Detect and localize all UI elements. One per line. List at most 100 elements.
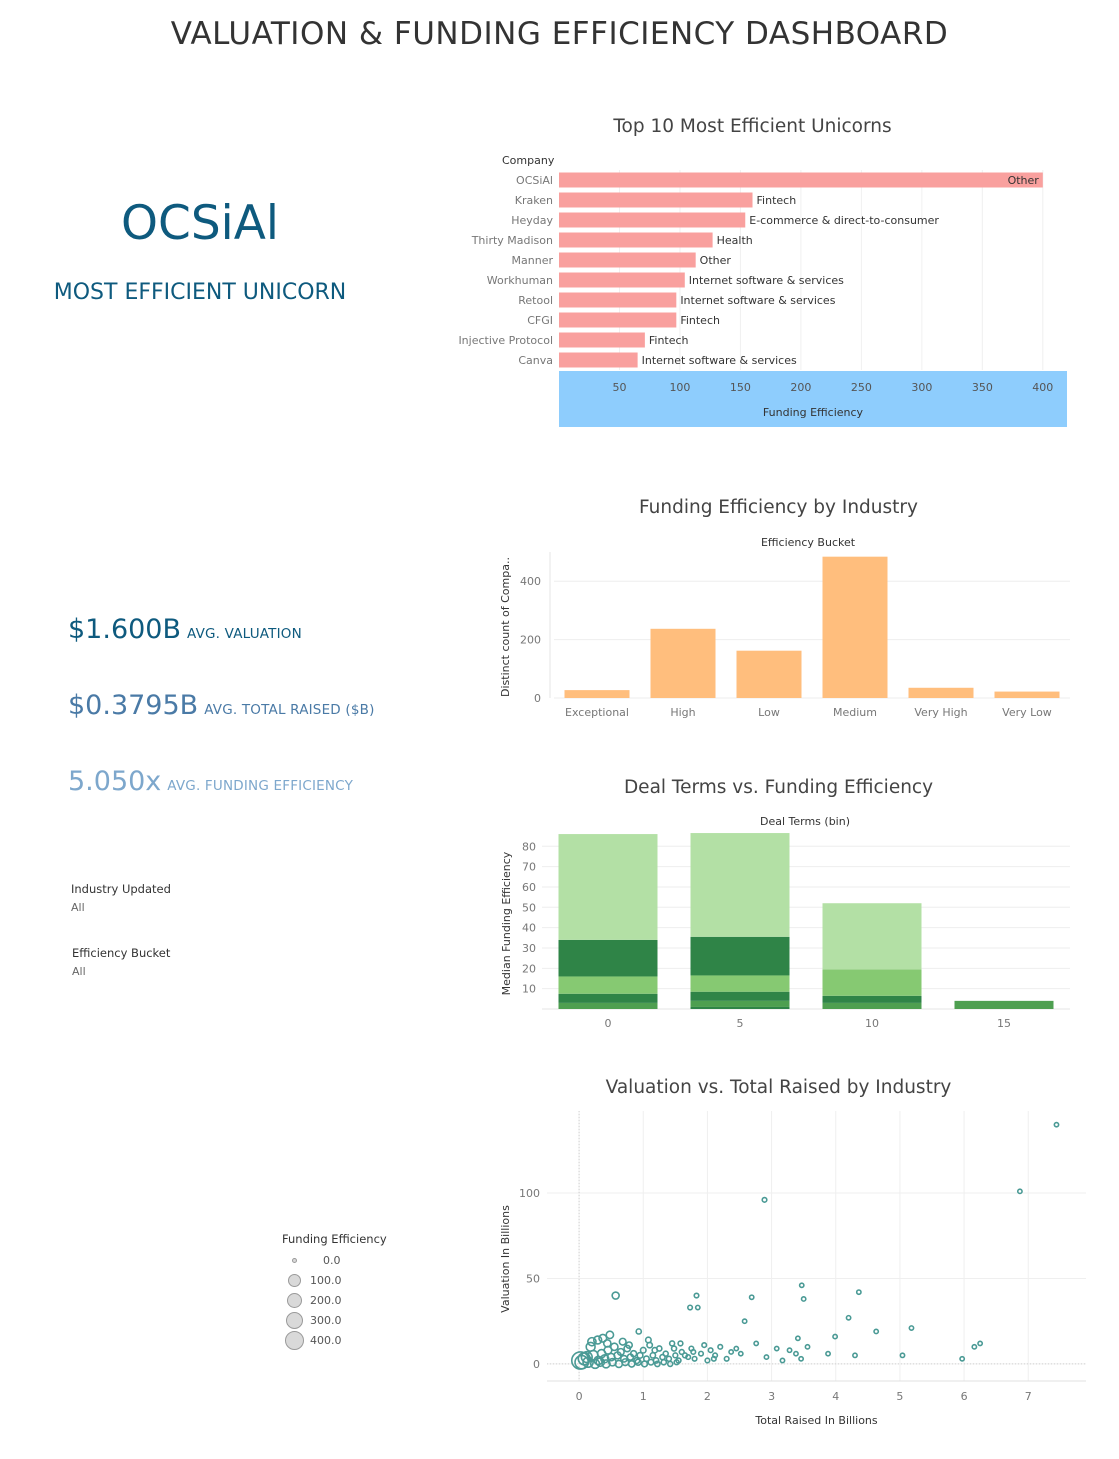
x-tick-label: 250 bbox=[851, 381, 872, 394]
y-tick-label: 10 bbox=[522, 983, 536, 996]
scatter-point bbox=[618, 1337, 627, 1346]
scatter-point bbox=[672, 1352, 679, 1359]
kpi-raised-label: AVG. TOTAL RAISED ($B) bbox=[204, 702, 375, 718]
category-label: OCSiAl bbox=[516, 174, 553, 187]
scatter-point bbox=[908, 1325, 915, 1331]
top10-chart-title: Top 10 Most Efficient Unicorns bbox=[613, 116, 892, 137]
scatter-point bbox=[794, 1335, 801, 1342]
size-legend: Funding Efficiency 0.0 100.0 200.0 300.0… bbox=[282, 1232, 422, 1350]
data-label: Fintech bbox=[680, 314, 720, 327]
scatter-point bbox=[678, 1348, 685, 1356]
data-label: E-commerce & direct-to-consumer bbox=[749, 214, 939, 227]
category-label: Workhuman bbox=[487, 274, 553, 287]
scatter-point bbox=[800, 1296, 807, 1302]
y-tick-label: 30 bbox=[522, 942, 536, 955]
bar bbox=[994, 691, 1060, 698]
x-tick-label: 3 bbox=[768, 1390, 775, 1403]
y-tick-label: 60 bbox=[522, 881, 536, 894]
scatter-point bbox=[798, 1282, 805, 1289]
scatter-point bbox=[761, 1196, 768, 1203]
scatter-point bbox=[971, 1343, 978, 1350]
scatter-point bbox=[798, 1355, 805, 1362]
scatter-point bbox=[635, 1328, 643, 1335]
scatter-point bbox=[592, 1335, 603, 1345]
scatter-point bbox=[707, 1347, 714, 1354]
bar bbox=[559, 292, 677, 308]
x-tick-label: 4 bbox=[832, 1390, 839, 1403]
scatter-point bbox=[855, 1289, 862, 1296]
filter-bucket-value[interactable]: All bbox=[72, 965, 86, 978]
category-label: Injective Protocol bbox=[458, 334, 553, 347]
category-label: Canva bbox=[518, 354, 553, 367]
scatter-point bbox=[681, 1352, 689, 1359]
column-header: Efficiency Bucket bbox=[761, 536, 856, 549]
kpi-valuation-label: AVG. VALUATION bbox=[187, 626, 302, 642]
scatter-point bbox=[653, 1360, 661, 1368]
scatter-point bbox=[717, 1343, 724, 1350]
scatter-point bbox=[845, 1314, 852, 1321]
scatter-point bbox=[959, 1355, 966, 1362]
x-tick-label: 200 bbox=[790, 381, 811, 394]
bar bbox=[650, 628, 716, 698]
bar-segment bbox=[822, 995, 922, 1003]
hero-company-name: OCSiAl bbox=[121, 196, 279, 251]
x-tick-label: Medium bbox=[833, 706, 877, 719]
scatter-point bbox=[605, 1330, 615, 1340]
category-label: CFGI bbox=[527, 314, 553, 327]
scatter-point bbox=[704, 1357, 711, 1364]
y-tick-label: 80 bbox=[522, 840, 536, 853]
y-tick-label: 200 bbox=[520, 634, 541, 647]
x-tick-label: 6 bbox=[961, 1390, 968, 1403]
category-label: Heyday bbox=[511, 214, 553, 227]
y-tick-label: 100 bbox=[519, 1187, 540, 1200]
scatter-point bbox=[737, 1350, 744, 1357]
scatter-point bbox=[691, 1355, 698, 1362]
bar bbox=[559, 272, 685, 288]
scatter-point bbox=[647, 1358, 655, 1366]
bar bbox=[559, 192, 753, 208]
x-tick-label: 150 bbox=[730, 381, 751, 394]
filter-industry-value[interactable]: All bbox=[71, 901, 85, 914]
scatter-point bbox=[825, 1350, 831, 1357]
legend-item: 200.0 bbox=[282, 1290, 422, 1310]
y-axis-title: Distinct count of Compa.. bbox=[499, 557, 512, 697]
scatter-point bbox=[690, 1348, 697, 1356]
scatter-point bbox=[728, 1349, 735, 1355]
scatter-point bbox=[589, 1358, 601, 1370]
scatter-chart-title: Valuation vs. Total Raised by Industry bbox=[605, 1077, 952, 1098]
scatter-point bbox=[640, 1360, 649, 1368]
category-label: Retool bbox=[518, 294, 553, 307]
kpi-avg-valuation: $1.600B AVG. VALUATION bbox=[68, 614, 302, 645]
bar bbox=[559, 312, 677, 328]
legend-item: 400.0 bbox=[282, 1330, 422, 1350]
bar-segment bbox=[558, 939, 658, 977]
bar-segment bbox=[690, 833, 790, 937]
x-tick-label: 300 bbox=[911, 381, 932, 394]
scatter-point bbox=[723, 1355, 730, 1362]
scatter-point bbox=[636, 1351, 644, 1359]
data-label: Health bbox=[717, 234, 753, 247]
data-label: Fintech bbox=[757, 194, 797, 207]
scatter-point bbox=[786, 1347, 793, 1354]
scatter-point bbox=[873, 1328, 880, 1335]
bar bbox=[564, 690, 630, 698]
kpi-efficiency-label: AVG. FUNDING EFFICIENCY bbox=[167, 778, 354, 794]
bar bbox=[822, 556, 888, 698]
bar-segment bbox=[690, 936, 790, 976]
scatter-point bbox=[670, 1345, 678, 1352]
kpi-raised-value: $0.3795B bbox=[68, 690, 199, 721]
y-tick-label: 70 bbox=[522, 861, 536, 874]
filter-industry[interactable]: Industry Updated All bbox=[71, 882, 171, 914]
scatter-point bbox=[793, 1350, 799, 1357]
dashboard-title: VALUATION & FUNDING EFFICIENCY DASHBOARD bbox=[170, 16, 949, 52]
bar bbox=[736, 650, 802, 698]
y-tick-label: 50 bbox=[526, 1272, 540, 1285]
scatter-point bbox=[601, 1359, 611, 1369]
filter-efficiency-bucket[interactable]: Efficiency Bucket All bbox=[72, 946, 170, 978]
scatter-point bbox=[677, 1340, 684, 1347]
y-tick-label: 400 bbox=[520, 575, 541, 588]
kpi-efficiency-value: 5.050x bbox=[68, 766, 162, 797]
x-tick-label: Very Low bbox=[1002, 706, 1052, 719]
data-label: Other bbox=[1008, 174, 1040, 187]
kpi-avg-total-raised: $0.3795B AVG. TOTAL RAISED ($B) bbox=[68, 690, 375, 721]
